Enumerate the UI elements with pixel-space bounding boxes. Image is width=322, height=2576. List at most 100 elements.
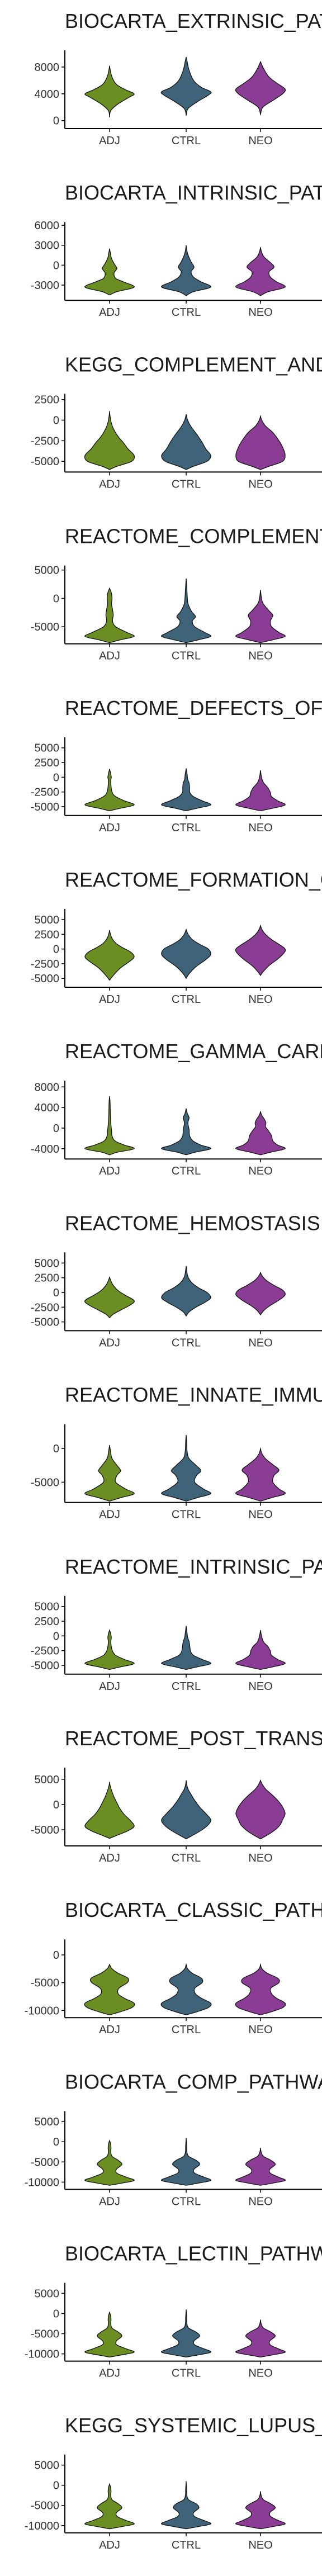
y-tick-label: -10000 xyxy=(25,2520,59,2532)
panel-title: REACTOME_INNATE_IMMUN xyxy=(65,1384,322,1407)
y-tick-label: 5000 xyxy=(35,1774,60,1786)
violin-ctrl xyxy=(161,929,211,979)
x-tick-label: CTRL xyxy=(172,306,201,319)
x-tick-label: NEO xyxy=(248,822,272,834)
violin-neo xyxy=(235,1779,286,1840)
panel-title: BIOCARTA_COMP_PATHWA xyxy=(65,2070,322,2093)
x-tick-label: CTRL xyxy=(172,1337,201,1349)
violin-panel: REACTOME_POST_TRANSL -5000 0 5000 ADJ CTRL NEO xyxy=(31,1727,322,1864)
y-tick-label: 0 xyxy=(53,2480,59,2492)
y-tick-label: 5000 xyxy=(35,565,60,577)
y-tick-label: 2500 xyxy=(35,1272,60,1285)
y-tick-label: -5000 xyxy=(31,1476,59,1489)
x-tick-label: ADJ xyxy=(99,1680,120,1693)
panel-title: BIOCARTA_LECTIN_PATHWA xyxy=(65,2242,322,2265)
y-tick-label: -5000 xyxy=(31,2328,59,2341)
violin-panel: BIOCARTA_LECTIN_PATHWA -10000 -5000 0 5000 AD… xyxy=(25,2242,322,2380)
violin-neo xyxy=(235,590,286,643)
violin-ctrl xyxy=(161,1108,211,1156)
x-tick-label: NEO xyxy=(248,1680,272,1693)
x-tick-label: CTRL xyxy=(172,2539,201,2551)
y-tick-label: 5000 xyxy=(35,2288,60,2300)
x-tick-label: ADJ xyxy=(99,2539,120,2551)
y-tick-label: 2500 xyxy=(35,1616,60,1628)
violin-neo xyxy=(235,247,286,296)
y-tick-label: 0 xyxy=(53,1949,59,1962)
y-tick-label: 5000 xyxy=(35,2460,60,2472)
y-tick-label: 5000 xyxy=(35,1257,60,1270)
violin-panel: REACTOME_INTRINSIC_PAT -5000 -2500 0 2500 500… xyxy=(31,1555,322,1693)
x-tick-label: CTRL xyxy=(172,2195,201,2208)
y-tick-label: 4000 xyxy=(35,1102,60,1114)
y-tick-label: -10000 xyxy=(25,2176,59,2189)
violin-panel: BIOCARTA_COMP_PATHWA -10000 -5000 0 5000 ADJ C… xyxy=(25,2070,322,2208)
violin-neo xyxy=(235,1630,286,1670)
x-tick-label: ADJ xyxy=(99,993,120,1006)
y-tick-label: -4000 xyxy=(31,1143,59,1156)
violin-ctrl xyxy=(160,1963,212,2015)
x-tick-label: ADJ xyxy=(99,650,120,662)
x-tick-label: CTRL xyxy=(172,650,201,662)
x-tick-label: ADJ xyxy=(99,478,120,490)
violin-adj xyxy=(84,1782,135,1839)
y-tick-label: 0 xyxy=(53,1443,59,1455)
x-tick-label: CTRL xyxy=(172,2024,201,2036)
x-tick-label: NEO xyxy=(248,2539,272,2551)
violin-neo xyxy=(235,1963,286,2015)
x-tick-label: NEO xyxy=(248,135,272,147)
violin-neo xyxy=(235,2319,286,2358)
y-tick-label: 0 xyxy=(53,1123,59,1135)
violin-neo xyxy=(235,1110,286,1156)
x-tick-label: NEO xyxy=(248,2024,272,2036)
violin-neo xyxy=(235,2148,286,2186)
panel-title: BIOCARTA_CLASSIC_PATHW xyxy=(65,1898,322,1921)
violin-ctrl xyxy=(161,1780,211,1840)
y-tick-label: 5000 xyxy=(35,914,60,926)
y-tick-label: 0 xyxy=(53,944,59,956)
violin-neo xyxy=(235,415,286,470)
violin-adj xyxy=(84,1963,135,2015)
violin-adj xyxy=(84,1096,135,1156)
x-tick-label: CTRL xyxy=(172,478,201,490)
y-tick-label: 0 xyxy=(53,771,59,784)
y-tick-label: 0 xyxy=(53,593,59,605)
x-tick-label: CTRL xyxy=(172,1509,201,1521)
x-tick-label: CTRL xyxy=(172,2367,201,2380)
violin-panel: KEGG_COMPLEMENT_AND_ -5000 -2500 0 2500 ADJ CT… xyxy=(31,353,322,490)
y-tick-label: -5000 xyxy=(31,1824,59,1836)
panel-title: BIOCARTA_EXTRINSIC_PATH xyxy=(65,10,322,32)
x-tick-label: CTRL xyxy=(172,1165,201,1177)
violin-ctrl xyxy=(161,245,211,296)
panel-title: BIOCARTA_INTRINSIC_PATH xyxy=(65,181,322,204)
y-tick-label: -10000 xyxy=(25,2348,59,2361)
violin-neo xyxy=(235,924,286,976)
x-tick-label: ADJ xyxy=(99,135,120,147)
violin-ctrl xyxy=(161,578,211,643)
y-tick-label: 3000 xyxy=(35,240,60,252)
panel-title: REACTOME_INTRINSIC_PAT xyxy=(65,1555,322,1578)
y-tick-label: 5000 xyxy=(35,1601,60,1613)
violin-adj xyxy=(84,2311,135,2358)
violin-adj xyxy=(84,587,135,643)
y-tick-label: 5000 xyxy=(35,2116,60,2128)
y-tick-label: -2500 xyxy=(31,958,59,970)
violin-adj xyxy=(84,1445,135,1502)
y-tick-label: -5000 xyxy=(31,2500,59,2512)
y-tick-label: 0 xyxy=(53,115,59,127)
violin-panel: KEGG_SYSTEMIC_LUPUS_E -10000 -5000 0 5000 ADJ… xyxy=(25,2414,322,2551)
violin-panel: BIOCARTA_INTRINSIC_PATH -3000 0 3000 6000 ADJ… xyxy=(31,181,322,319)
y-tick-label: -3000 xyxy=(31,280,59,292)
y-tick-label: 0 xyxy=(53,2136,59,2148)
violin-neo xyxy=(235,2491,286,2530)
violin-ctrl xyxy=(160,2481,212,2530)
x-tick-label: CTRL xyxy=(172,1852,201,1864)
y-tick-label: 0 xyxy=(53,1799,59,1811)
violin-adj xyxy=(84,1628,135,1670)
y-tick-label: -2500 xyxy=(31,787,59,799)
y-tick-label: 6000 xyxy=(35,220,60,232)
x-tick-label: NEO xyxy=(248,650,272,662)
violin-adj xyxy=(84,1276,135,1319)
x-tick-label: ADJ xyxy=(99,1337,120,1349)
panel-title: REACTOME_DEFECTS_OF_ xyxy=(65,697,322,719)
violin-ctrl xyxy=(161,768,211,812)
